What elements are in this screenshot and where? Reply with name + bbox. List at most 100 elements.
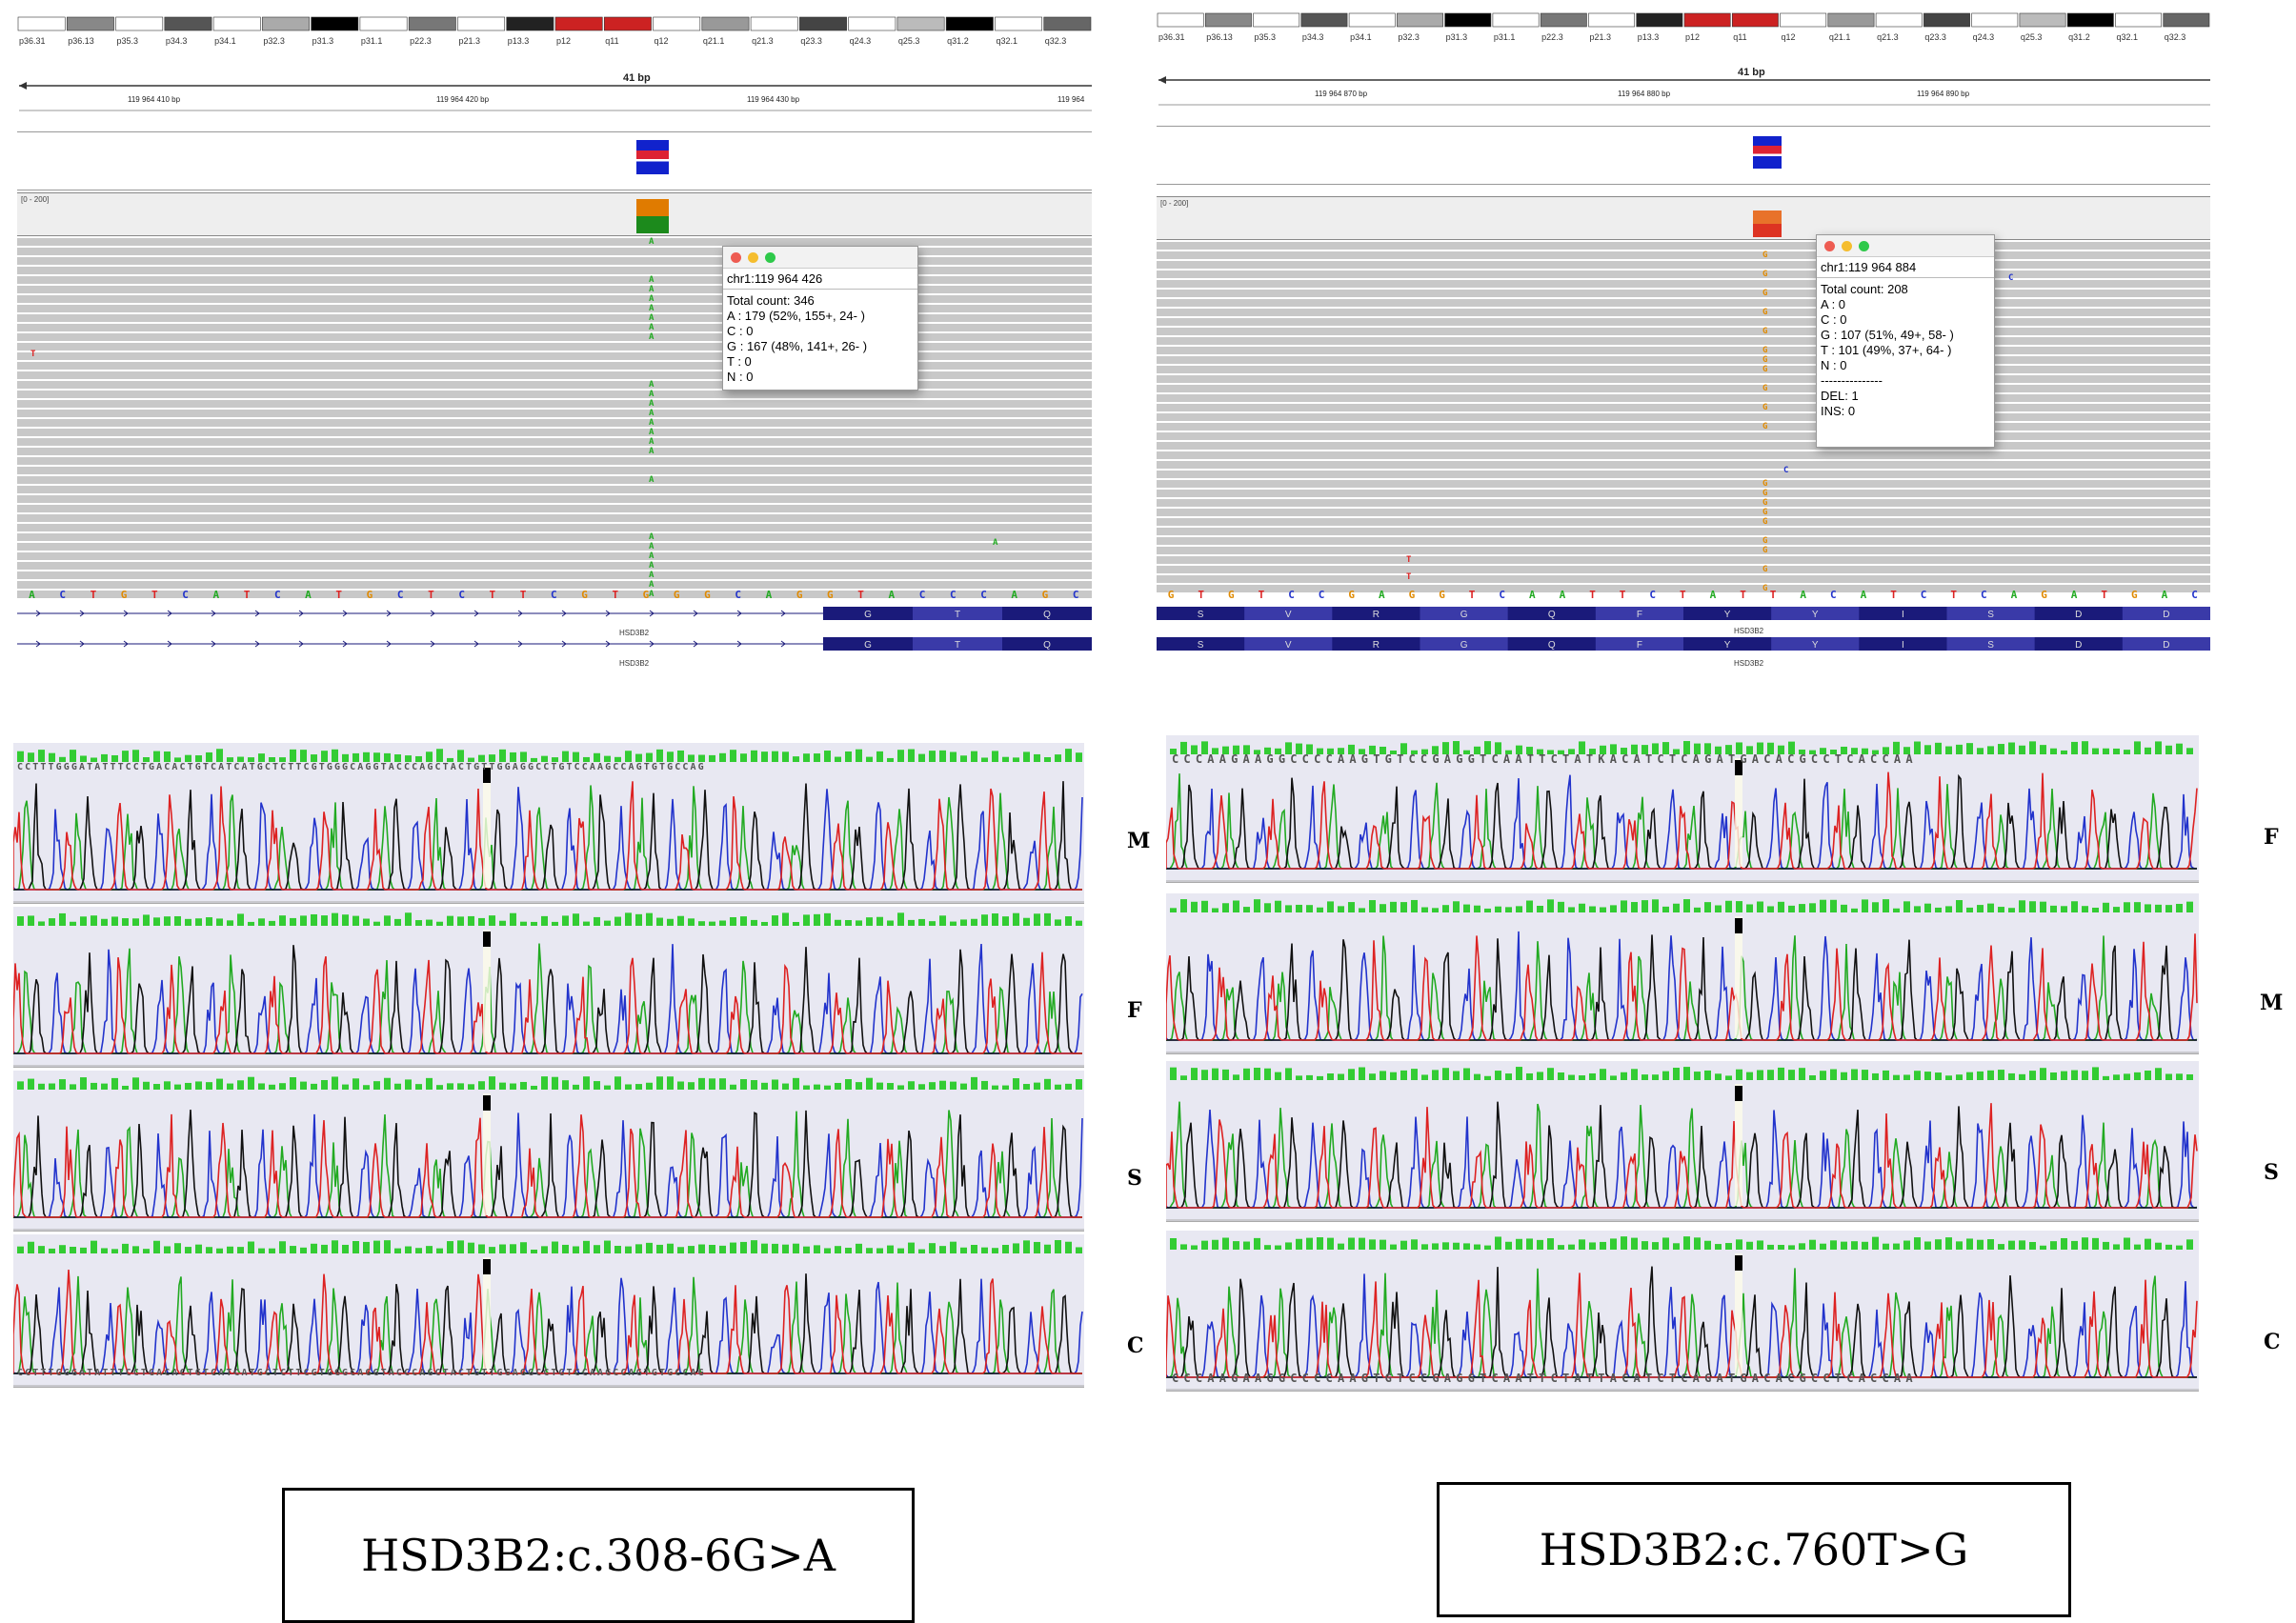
read[interactable] [17,400,1092,408]
read[interactable] [1157,442,2210,450]
read[interactable] [1157,461,2210,469]
read[interactable] [17,381,1092,389]
cytoband[interactable] [262,16,310,31]
maximize-icon[interactable] [765,252,775,263]
cytoband[interactable] [2163,12,2210,28]
cytoband[interactable] [1492,12,1540,28]
read[interactable] [17,352,1092,360]
cytoband[interactable] [1043,16,1092,31]
cytoband[interactable] [1300,12,1348,28]
read[interactable] [17,248,1092,255]
read[interactable] [1157,366,2210,373]
read[interactable] [17,267,1092,274]
read[interactable] [1157,385,2210,392]
read[interactable] [1157,518,2210,526]
read[interactable] [1157,318,2210,326]
read[interactable] [1157,566,2210,573]
read[interactable] [1157,251,2210,259]
coverage-bar-variant[interactable] [636,199,669,233]
read[interactable] [17,495,1092,503]
read[interactable] [1157,299,2210,307]
cursor-marker[interactable] [483,1259,491,1274]
cytoband[interactable] [1636,12,1683,28]
read[interactable] [1157,528,2210,535]
cytoband[interactable] [995,16,1043,31]
read[interactable] [17,581,1092,589]
minimize-icon[interactable] [748,252,758,263]
read[interactable] [17,562,1092,570]
read[interactable] [17,286,1092,293]
cytoband[interactable] [457,16,506,31]
cytoband[interactable] [701,16,750,31]
variant-marker[interactable] [636,140,669,174]
cytoband[interactable] [66,16,114,31]
cytoband[interactable] [603,16,652,31]
read[interactable] [17,257,1092,265]
cytoband[interactable] [1827,12,1875,28]
cytoband[interactable] [506,16,554,31]
cursor-column[interactable] [1735,758,1742,867]
cytoband[interactable] [408,16,456,31]
cursor-marker[interactable] [483,1095,491,1111]
read[interactable] [1157,575,2210,583]
minimize-icon[interactable] [1842,241,1852,251]
cytoband[interactable] [115,16,164,31]
cytoband[interactable] [2019,12,2066,28]
cytoband[interactable] [1923,12,1970,28]
cytoband[interactable] [896,16,945,31]
read[interactable] [1157,375,2210,383]
read[interactable] [17,438,1092,446]
read[interactable] [1157,242,2210,250]
read[interactable] [1157,261,2210,269]
read[interactable] [17,305,1092,312]
cytoband[interactable] [1875,12,1923,28]
cytoband[interactable] [1971,12,2019,28]
read[interactable] [17,410,1092,417]
read[interactable] [1157,537,2210,545]
allele-count-popup-left[interactable]: chr1:119 964 426 Total count: 346 A : 17… [722,246,918,391]
read[interactable] [1157,413,2210,421]
cytoband[interactable] [1780,12,1827,28]
cytoband[interactable] [2066,12,2114,28]
read[interactable] [17,476,1092,484]
read[interactable] [1157,356,2210,364]
cursor-marker[interactable] [483,932,491,947]
read[interactable] [1157,547,2210,554]
cytoband[interactable] [1588,12,1636,28]
read[interactable] [17,486,1092,493]
cytoband[interactable] [17,16,66,31]
cursor-marker[interactable] [1735,918,1742,933]
read[interactable] [1157,556,2210,564]
read[interactable] [1157,404,2210,411]
read[interactable] [1157,347,2210,354]
read[interactable] [17,276,1092,284]
cursor-column[interactable] [483,1257,491,1372]
cursor-marker[interactable] [1735,1086,1742,1101]
read[interactable] [1157,280,2210,288]
cytoband[interactable] [212,16,261,31]
cursor-column[interactable] [483,1093,491,1215]
read[interactable] [17,371,1092,379]
coverage-bar-variant[interactable] [1753,210,1782,237]
cursor-column[interactable] [1735,1084,1742,1206]
read[interactable] [17,505,1092,512]
cursor-marker[interactable] [483,768,491,783]
read[interactable] [17,591,1092,598]
cytoband[interactable] [1731,12,1779,28]
read[interactable] [17,571,1092,579]
cytoband[interactable] [1444,12,1492,28]
read[interactable] [1157,394,2210,402]
read[interactable] [17,362,1092,370]
cytoband[interactable] [799,16,847,31]
read[interactable] [1157,290,2210,297]
read[interactable] [17,429,1092,436]
read[interactable] [17,391,1092,398]
cytoband[interactable] [2115,12,2163,28]
read[interactable] [17,295,1092,303]
cursor-marker[interactable] [1735,1255,1742,1271]
read[interactable] [17,333,1092,341]
allele-count-popup-right[interactable]: chr1:119 964 884 Total count: 208 A : 0 … [1816,234,1995,448]
read[interactable] [17,448,1092,455]
cytoband[interactable] [945,16,994,31]
cytoband[interactable] [1540,12,1587,28]
